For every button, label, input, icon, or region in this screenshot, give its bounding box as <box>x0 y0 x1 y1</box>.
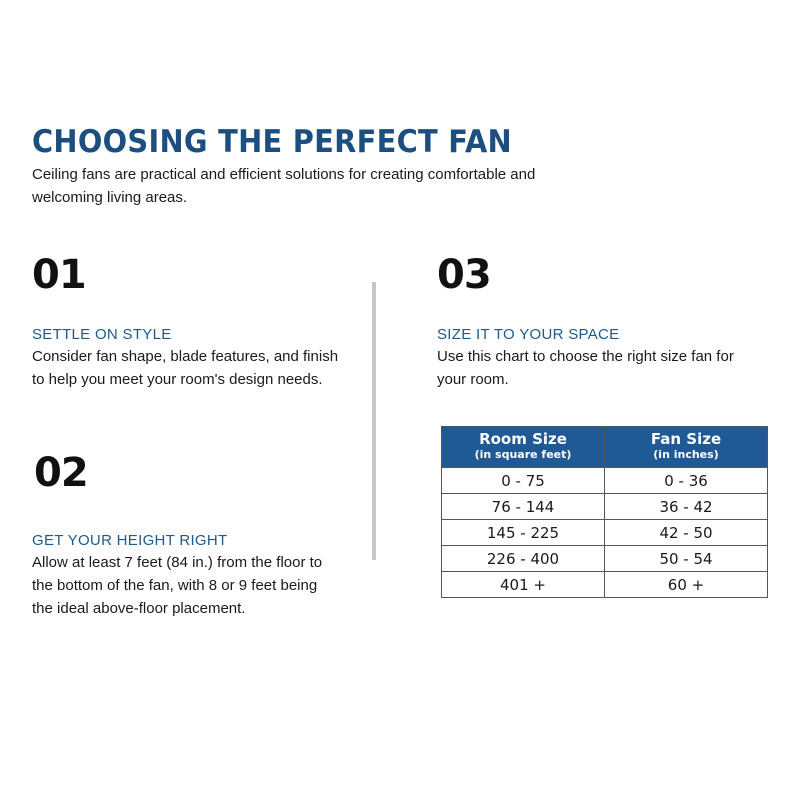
table-row: 76 - 144 36 - 42 <box>441 493 768 520</box>
room-size-cell: 226 - 400 <box>441 545 605 572</box>
fan-size-table: Room Size (in square feet) Fan Size (in in… <box>441 426 768 598</box>
intro-text: Ceiling fans are practical and efficient… <box>32 166 536 206</box>
step-heading-02: GET YOUR HEIGHT RIGHT <box>32 532 228 549</box>
page-title: CHOOSING THE PERFECT FAN <box>32 124 512 160</box>
fan-size-cell: 36 - 42 <box>604 493 768 520</box>
table-header-row: Room Size (in square feet) Fan Size (in in… <box>441 426 768 468</box>
step-body-02: Allow at least 7 feet (84 in.) from the … <box>32 554 323 617</box>
room-size-cell: 76 - 144 <box>441 493 605 520</box>
step-body-01: Consider fan shape, blade features, and … <box>32 348 339 388</box>
step-heading-01: SETTLE ON STYLE <box>32 326 172 343</box>
column-divider <box>372 282 376 560</box>
table-row: 226 - 400 50 - 54 <box>441 545 768 572</box>
fan-size-cell: 60 + <box>604 571 768 598</box>
fan-size-cell: 50 - 54 <box>604 545 768 572</box>
fan-size-cell: 0 - 36 <box>604 467 768 494</box>
step-number-03: 03 <box>437 252 492 298</box>
step-number-01: 01 <box>32 252 87 298</box>
header-fan-size: Fan Size (in inches) <box>604 426 768 468</box>
table-row: 401 +60 + <box>441 571 768 598</box>
step-number-02: 02 <box>34 450 89 496</box>
step-heading-03: SIZE IT TO YOUR SPACE <box>437 326 620 343</box>
table-row: 145 - 225 42 - 50 <box>441 519 768 546</box>
table-row: 0 - 75 0 - 36 <box>441 467 768 494</box>
room-size-cell: 401 + <box>441 571 605 598</box>
step-body-03: Use this chart to choose the right size … <box>437 348 734 388</box>
room-size-cell: 0 - 75 <box>441 467 605 494</box>
header-room-size: Room Size (in square feet) <box>441 426 605 468</box>
room-size-cell: 145 - 225 <box>441 519 605 546</box>
fan-size-cell: 42 - 50 <box>604 519 768 546</box>
